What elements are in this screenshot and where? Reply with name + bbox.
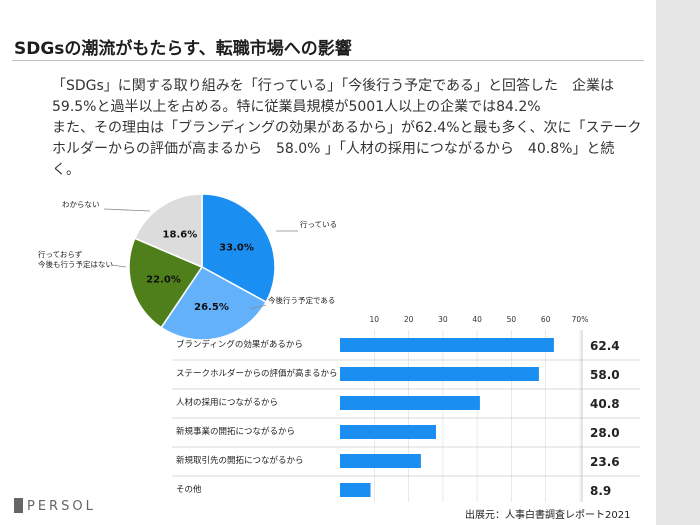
pie-slice	[160, 266, 268, 341]
body-line: また、その理由は「ブランディングの効果があるから」が62.4%と最も多く、次に「…	[52, 120, 642, 136]
body-line: く。	[52, 162, 80, 178]
bar-category-label: ブランディングの効果があるから	[176, 339, 303, 350]
pie-leader-line	[249, 304, 267, 310]
pie-value-label: 26.5%	[194, 302, 229, 313]
pie-category-label: 今後も行う予定はない	[38, 259, 113, 269]
bar	[340, 483, 371, 497]
pie-category-label: 行っておらず	[38, 249, 82, 259]
bar-value-label: 62.4	[590, 339, 620, 353]
bar-axis-tick-label: 60	[541, 315, 551, 324]
logo-text: PERSOL	[27, 499, 96, 514]
bar-axis-tick-label: 10	[370, 315, 380, 324]
bar-axis-tick-label: 50	[507, 315, 517, 324]
source-note: 出展元：人事白書調査レポート2021	[465, 510, 631, 521]
title-divider	[12, 60, 644, 61]
bar-value-label: 23.6	[590, 455, 620, 469]
body-line: 「SDGs」に関する取り組みを「行っている」「今後行う予定である」と回答した 企…	[52, 78, 614, 94]
pie-leader-line	[103, 208, 151, 212]
persol-logo-icon	[14, 498, 23, 513]
pie-chart: 33.0% 26.5% 22.0% 18.6% 行っている今後行う予定である 行っておらず…	[0, 185, 350, 345]
pie-leader-line	[111, 264, 127, 268]
bar-category-label: 新規事業の開拓につながるから	[176, 426, 295, 437]
bar-category-label: その他	[176, 484, 202, 495]
bar-category-label: ステークホルダーからの評価が高まるから	[176, 368, 338, 379]
bar-axis-tick-label: 20	[404, 315, 414, 324]
body-text: 「SDGs」に関する取り組みを「行っている」「今後行う予定である」と回答した 企…	[52, 76, 652, 181]
bar-value-label: 8.9	[590, 484, 611, 498]
slide: SDGsの潮流がもたらす、転職市場への影響 「SDGs」に関する取り組みを「行っ…	[0, 39, 652, 506]
pie-category-label: 行っている	[300, 219, 337, 229]
pie-slice	[201, 193, 276, 304]
bar-chart: 10 20 30 40 50 60 70% ブランディングの効果があるから 62.4 ステークホル…	[170, 312, 650, 506]
bar-category-label: 人材の採用につながるから	[176, 397, 278, 408]
bar-category-label: 新規取引先の開拓につながるから	[176, 455, 304, 466]
slide-title: SDGsの潮流がもたらす、転職市場への影響	[14, 39, 352, 59]
pie-value-label: 18.6%	[163, 230, 198, 241]
pie-value-label: 22.0%	[146, 274, 181, 285]
bar	[340, 338, 554, 352]
body-line: 59.5%と過半以上を占める。特に従業員規模が5001人以上の企業では84.2%	[52, 99, 541, 115]
bar-chart-svg: 10 20 30 40 50 60 70% ブランディングの効果があるから 62.4 ステークホル…	[172, 315, 640, 506]
body-line: ホルダーからの評価が高まるから 58.0% 」「人材の採用につながるから 40.…	[52, 141, 615, 157]
bar-value-label: 58.0	[590, 368, 620, 382]
bar-axis-tick-label: 40	[472, 315, 482, 324]
pie-slice	[128, 237, 204, 329]
pie-category-label: わからない	[62, 200, 100, 209]
bar	[340, 396, 480, 410]
persol-logo: PERSOL	[14, 498, 96, 514]
pie-value-label: 33.0%	[219, 243, 254, 254]
bar-value-label: 28.0	[590, 426, 620, 440]
bar	[340, 425, 436, 439]
bar-axis-tick-label: 70%	[572, 315, 589, 324]
bar-axis-tick-label: 30	[438, 315, 448, 324]
side-band	[656, 0, 700, 525]
bar-value-label: 40.8	[590, 397, 620, 411]
bar	[340, 367, 539, 381]
pie-category-label: 今後行う予定である	[268, 295, 335, 305]
bar	[340, 454, 421, 468]
pie-slice	[133, 193, 203, 269]
